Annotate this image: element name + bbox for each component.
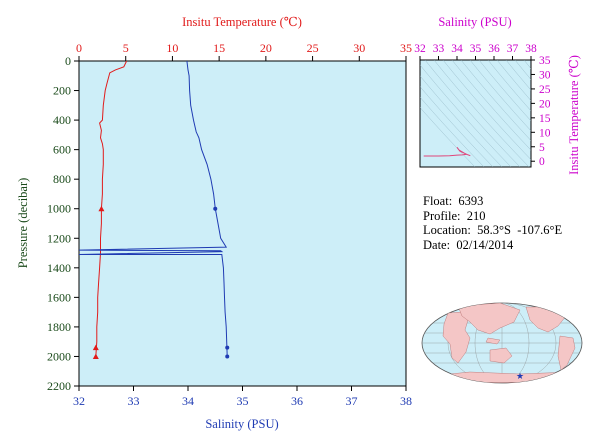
- ts-salinity-tick-label: 34: [451, 43, 463, 55]
- float-id: Float: 6393: [423, 194, 484, 208]
- top-axis-title: Insitu Temperature (℃): [182, 15, 302, 29]
- temperature-tick-label: 5: [123, 41, 129, 55]
- ts-right-axis-title: Insitu Temperature (℃): [567, 55, 581, 175]
- pressure-tick-label: 600: [53, 143, 71, 157]
- temperature-marker: [92, 353, 99, 359]
- ts-salinity-tick-label: 33: [433, 43, 445, 55]
- ts-salinity-tick-label: 35: [470, 43, 482, 55]
- temperature-tick-label: 0: [76, 41, 82, 55]
- ts-salinity-tick-label: 36: [488, 43, 500, 55]
- pressure-tick-label: 800: [53, 172, 71, 186]
- density-contour: [469, 60, 531, 132]
- temperature-marker: [92, 344, 99, 351]
- salinity-tick-label: 37: [346, 394, 358, 408]
- float-location-star: ★: [516, 371, 524, 381]
- ts-axis-ticks: 32 33 34 35 36 37 38 0 5 10 15 20 25 30 35: [414, 43, 551, 168]
- ts-temperature-tick-label: 15: [539, 113, 551, 125]
- density-contour: [420, 64, 512, 167]
- pressure-tick-label: 1200: [47, 231, 71, 245]
- temperature-marker: [98, 205, 105, 212]
- temperature-profile-line: [95, 60, 128, 357]
- pressure-tick-label: 200: [53, 84, 71, 98]
- pressure-tick-label: 1400: [47, 261, 71, 275]
- density-contour: [451, 60, 531, 151]
- date: Date: 02/14/2014: [423, 237, 514, 252]
- pressure-tick-label: 1000: [47, 202, 71, 216]
- ts-temperature-tick-label: 30: [539, 69, 551, 81]
- ts-salinity-tick-label: 32: [414, 43, 426, 55]
- ts-salinity-tick-label: 38: [525, 43, 537, 55]
- density-contour: [514, 60, 531, 80]
- salinity-profile-line: [78, 60, 228, 357]
- density-contour: [523, 60, 531, 69]
- ts-temperature-tick-label: 0: [539, 156, 545, 168]
- ts-temperature-tick-label: 35: [539, 55, 551, 67]
- main-axis-ticks: 0200400600800100012001400160018002000220…: [47, 41, 412, 408]
- density-contour: [460, 60, 531, 141]
- main-plot-area: [78, 60, 407, 387]
- ts-top-axis-title: Salinity (PSU): [438, 15, 511, 29]
- main-series-layer: [78, 60, 230, 359]
- density-contour: [442, 60, 531, 160]
- density-contour: [420, 75, 503, 167]
- salinity-tick-label: 33: [128, 394, 140, 408]
- ts-plot-area: [419, 59, 532, 168]
- ts-series-layer: [423, 147, 471, 157]
- density-contour: [420, 96, 485, 167]
- density-contour: [478, 60, 531, 122]
- temperature-tick-label: 20: [260, 41, 272, 55]
- salinity-marker: [213, 206, 218, 211]
- density-contour: [420, 86, 494, 167]
- float-info: Float: 6393 Profile: 210 Location: 58.3°…: [423, 194, 562, 252]
- profile-number: Profile: 210: [423, 208, 486, 223]
- salinity-tick-label: 36: [291, 394, 303, 408]
- salinity-tick-label: 32: [73, 394, 85, 408]
- ts-temperature-tick-label: 10: [539, 127, 551, 139]
- density-contour: [487, 60, 531, 112]
- ts-salinity-tick-label: 37: [507, 43, 519, 55]
- temperature-tick-label: 35: [400, 41, 412, 55]
- ts-curve: [423, 147, 471, 157]
- bottom-axis-title: Salinity (PSU): [205, 417, 278, 431]
- salinity-tick-label: 38: [400, 394, 412, 408]
- pressure-tick-label: 2200: [47, 379, 71, 393]
- salinity-tick-label: 34: [182, 394, 194, 408]
- temperature-tick-label: 10: [166, 41, 178, 55]
- ts-temperature-tick-label: 5: [539, 142, 545, 154]
- density-contour: [433, 60, 530, 167]
- pressure-tick-label: 2000: [47, 349, 71, 363]
- ts-temperature-tick-label: 25: [539, 84, 551, 96]
- pressure-tick-label: 1600: [47, 290, 71, 304]
- density-contour: [505, 60, 531, 91]
- temperature-tick-label: 30: [353, 41, 365, 55]
- temperature-tick-label: 25: [307, 41, 319, 55]
- salinity-marker: [225, 354, 230, 359]
- pressure-tick-label: 0: [65, 54, 71, 68]
- world-map: ★: [421, 302, 583, 384]
- ts-temperature-tick-label: 20: [539, 98, 551, 110]
- density-contour: [496, 60, 531, 101]
- salinity-tick-label: 35: [237, 394, 249, 408]
- salinity-marker: [225, 345, 230, 350]
- location: Location: 58.3°S -107.6°E: [423, 223, 563, 237]
- pressure-tick-label: 400: [53, 113, 71, 127]
- density-contour: [424, 60, 521, 167]
- left-axis-title: Pressure (decibar): [16, 178, 30, 269]
- temperature-tick-label: 15: [213, 41, 225, 55]
- pressure-tick-label: 1800: [47, 320, 71, 334]
